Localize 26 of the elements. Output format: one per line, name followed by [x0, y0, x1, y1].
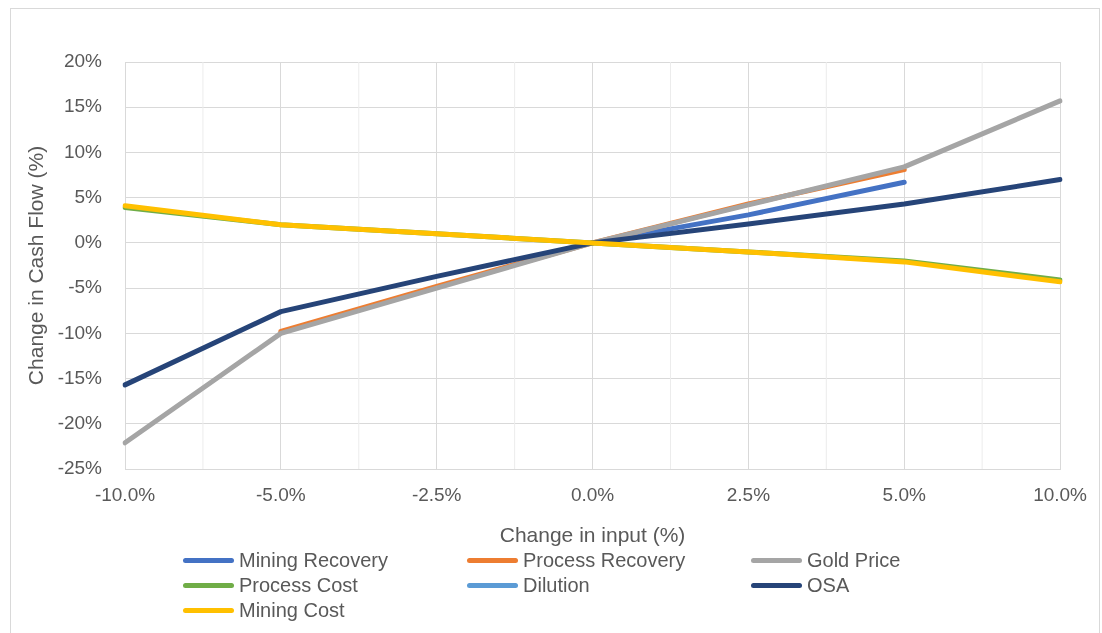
x-tick-label: 0.0% — [570, 483, 615, 505]
legend-label: Mining Cost — [239, 598, 345, 622]
x-tick-label: 2.5% — [726, 483, 771, 505]
y-tick-label: 10% — [63, 140, 103, 162]
legend-label: OSA — [807, 573, 850, 597]
legend-label: Dilution — [523, 573, 590, 597]
x-tick-label: -10.0% — [94, 483, 156, 505]
y-tick-label: 15% — [63, 95, 103, 117]
x-tick-label: 10.0% — [1033, 483, 1088, 505]
x-axis-title: Change in input (%) — [499, 523, 686, 547]
y-axis-title: Change in Cash Flow (%) — [24, 145, 48, 386]
x-tick-label: -2.5% — [411, 483, 462, 505]
y-tick-label: -20% — [57, 412, 103, 434]
x-tick-label: -5.0% — [256, 483, 306, 505]
legend-label: Gold Price — [807, 548, 901, 572]
y-tick-label: 0% — [74, 231, 103, 253]
y-tick-label: -15% — [57, 366, 103, 388]
y-tick-label: -5% — [68, 276, 103, 298]
y-tick-label: 20% — [63, 50, 103, 72]
y-tick-label: -10% — [57, 321, 103, 343]
legend-label: Process Cost — [239, 573, 358, 597]
y-tick-label: 5% — [74, 185, 103, 207]
y-tick-label: -25% — [57, 457, 103, 479]
x-tick-label: 5.0% — [882, 483, 926, 505]
legend-label: Process Recovery — [523, 548, 686, 572]
legend-label: Mining Recovery — [239, 548, 388, 572]
